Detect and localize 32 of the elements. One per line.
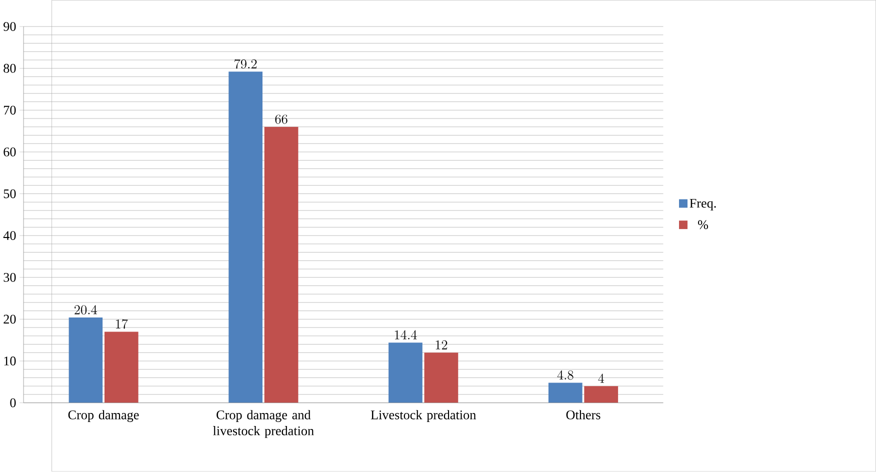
y-tick-label: 10 <box>4 356 16 366</box>
bar <box>388 342 422 403</box>
data-label: 4.8 <box>557 370 574 380</box>
bar <box>584 386 618 403</box>
bar <box>424 352 458 403</box>
x-tick-label: Crop damage and livestock predation <box>213 410 314 438</box>
data-label: 66 <box>275 114 288 124</box>
bar <box>68 318 103 403</box>
y-tick-label: 30 <box>4 273 16 282</box>
x-tick-label: Livestock predation <box>370 410 476 422</box>
data-label: 12 <box>436 340 448 350</box>
y-tick-label: 20 <box>4 314 16 324</box>
data-label: 17 <box>116 319 128 329</box>
bar <box>264 127 298 403</box>
y-tick-label: 60 <box>4 148 16 157</box>
legend-label: % <box>698 220 708 230</box>
y-tick-label: 0 <box>10 398 16 408</box>
bar <box>228 72 262 403</box>
x-tick-label: Others <box>566 410 600 420</box>
data-label: 79.2 <box>234 59 257 69</box>
y-tick-label: 70 <box>4 106 16 115</box>
y-tick-label: 40 <box>3 231 16 240</box>
y-tick-label: 50 <box>4 190 16 198</box>
bar <box>548 382 582 403</box>
x-tick-label: Crop damage <box>68 410 139 422</box>
y-tick-label: 80 <box>4 64 16 73</box>
data-label: 4 <box>598 374 604 383</box>
legend-label: Freq. <box>690 199 716 211</box>
data-label: 20.4 <box>74 305 98 315</box>
y-tick-label: 90 <box>4 22 16 32</box>
bar <box>104 332 138 403</box>
data-label: 14.4 <box>394 330 417 340</box>
